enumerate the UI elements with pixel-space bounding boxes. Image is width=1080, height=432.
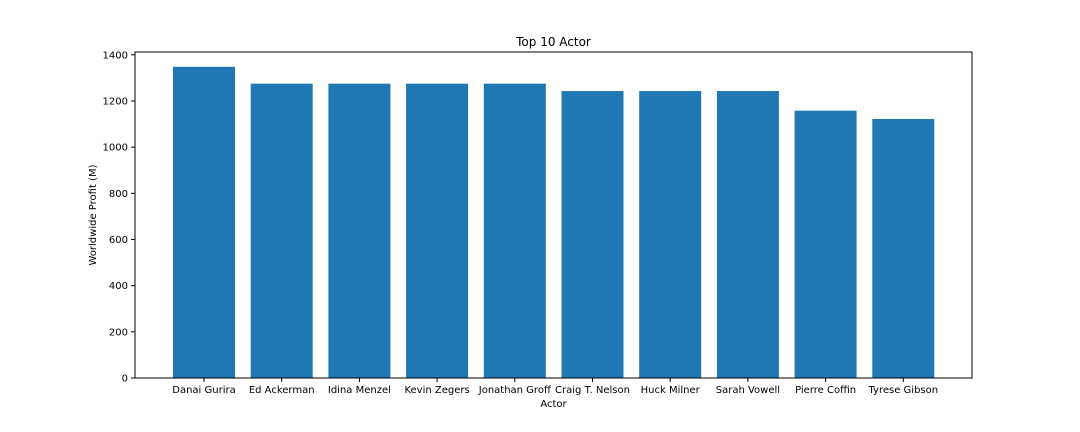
bar xyxy=(561,91,624,379)
x-tick-label: Huck Milner xyxy=(641,385,701,396)
bar xyxy=(483,83,546,379)
bar xyxy=(328,83,391,379)
x-tick-label: Tyrese Gibson xyxy=(867,385,938,396)
x-axis-label: Actor xyxy=(540,399,567,410)
x-tick-label: Kevin Zegers xyxy=(404,385,469,396)
x-tick-label: Craig T. Nelson xyxy=(555,385,630,396)
y-tick-label: 200 xyxy=(109,327,128,338)
x-ticks-group: Danai Gurira Ed Ackerman Idina Menzel Kevin… xyxy=(172,378,938,396)
bar xyxy=(406,83,469,379)
bar xyxy=(872,118,935,379)
x-tick-label: Jonathan Groff xyxy=(478,385,552,396)
x-tick-label: Sarah Vowell xyxy=(716,385,780,396)
y-tick-label: 800 xyxy=(109,189,128,200)
y-tick-label: 600 xyxy=(109,235,128,246)
y-tick-label: 1000 xyxy=(103,143,128,154)
x-tick-label: Pierre Coffin xyxy=(795,385,856,396)
y-tick-label: 1400 xyxy=(103,50,128,61)
y-tick-label: 1200 xyxy=(103,96,128,107)
bars-group xyxy=(173,66,935,379)
bar xyxy=(794,110,857,379)
y-ticks-group: 0 200 400 600 800 1000 1200 1400 xyxy=(103,50,135,385)
y-axis-label: Worldwide Profit (M) xyxy=(88,164,99,265)
x-tick-label: Idina Menzel xyxy=(328,385,391,396)
bar xyxy=(639,91,702,379)
x-tick-label: Danai Gurira xyxy=(172,385,235,396)
chart-title: Top 10 Actor xyxy=(515,35,591,49)
y-tick-label: 400 xyxy=(109,281,128,292)
plot-frame xyxy=(134,51,973,379)
bar xyxy=(716,91,779,379)
x-tick-label: Ed Ackerman xyxy=(249,385,315,396)
y-tick-label: 0 xyxy=(122,374,128,385)
bar xyxy=(173,66,235,378)
bar xyxy=(250,83,313,379)
